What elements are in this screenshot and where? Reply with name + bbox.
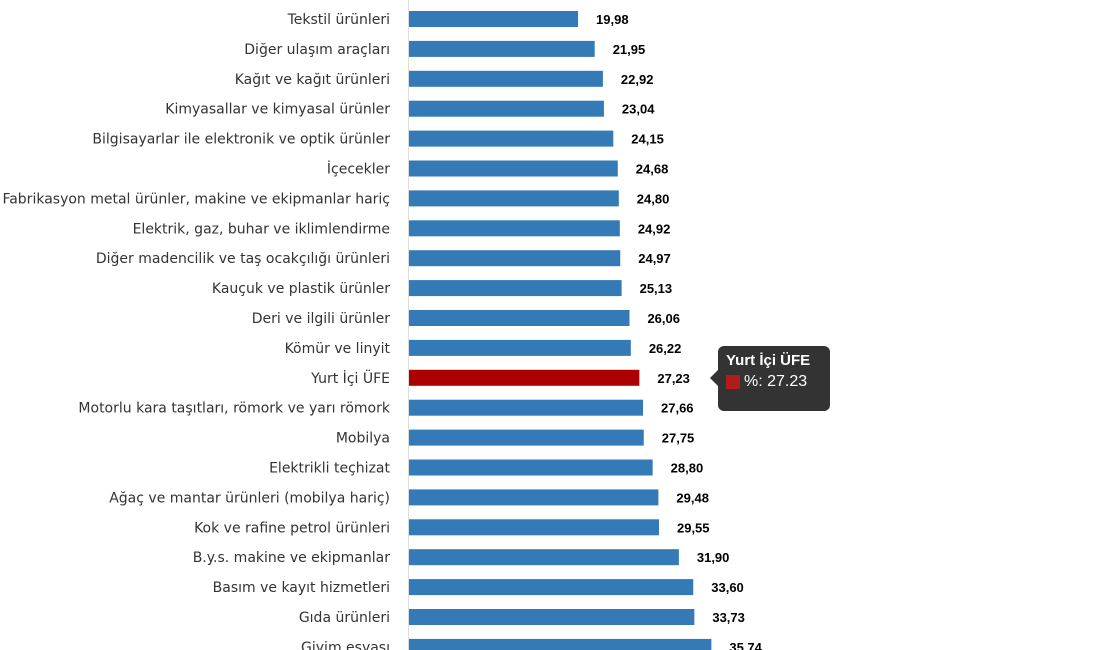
- bar[interactable]: [409, 100, 604, 117]
- bar[interactable]: [409, 579, 694, 596]
- bar[interactable]: [409, 280, 622, 297]
- tooltip-value: %: 27.23: [744, 373, 808, 390]
- data-label: 24,15: [631, 132, 664, 147]
- data-label: 24,97: [638, 251, 671, 266]
- data-label: 26,22: [649, 341, 682, 356]
- bar[interactable]: [409, 70, 603, 87]
- data-label: 27,23: [657, 371, 690, 386]
- bar-highlight[interactable]: [409, 369, 640, 386]
- tooltip: Yurt İçi ÜFE %: 27.23: [710, 346, 830, 411]
- bar[interactable]: [409, 339, 631, 356]
- category-label: Kağıt ve kağıt ürünleri: [235, 72, 390, 88]
- bar[interactable]: [409, 399, 644, 416]
- tooltip-swatch: [726, 375, 740, 389]
- bar[interactable]: [409, 250, 621, 267]
- data-label: 33,60: [711, 580, 744, 595]
- bar[interactable]: [409, 130, 614, 147]
- category-label: Kömür ve linyit: [285, 341, 391, 357]
- data-label: 33,73: [712, 610, 745, 625]
- data-label: 24,80: [637, 191, 670, 206]
- category-label: Diğer ulaşım araçları: [244, 42, 390, 58]
- category-label: Kok ve rafine petrol ürünleri: [194, 520, 390, 536]
- bar[interactable]: [409, 429, 644, 446]
- category-label: Kimyasallar ve kimyasal ürünler: [165, 102, 390, 118]
- data-label: 24,92: [638, 221, 671, 236]
- data-label: 29,48: [676, 490, 709, 505]
- category-label: Motorlu kara taşıtları, römork ve yarı r…: [78, 401, 390, 417]
- bar[interactable]: [409, 549, 679, 566]
- data-label: 35,74: [729, 640, 762, 650]
- category-label: Tekstil ürünleri: [287, 12, 390, 28]
- category-label: Ağaç ve mantar ürünleri (mobilya hariç): [109, 490, 390, 506]
- category-label: Kauçuk ve plastik ürünler: [212, 281, 390, 297]
- bar[interactable]: [409, 489, 659, 506]
- category-label: Diğer madencilik ve taş ocakçılığı ürünl…: [96, 251, 390, 267]
- data-label: 23,04: [622, 102, 655, 117]
- bar[interactable]: [409, 459, 653, 476]
- data-label: 27,75: [662, 431, 695, 446]
- data-label: 22,92: [621, 72, 654, 87]
- category-label: Elektrikli teçhizat: [269, 461, 390, 477]
- data-label: 28,80: [671, 461, 704, 476]
- category-label: Basım ve kayıt hizmetleri: [213, 580, 390, 596]
- bar[interactable]: [409, 160, 618, 177]
- data-label: 31,90: [697, 550, 730, 565]
- data-label: 24,68: [636, 162, 669, 177]
- category-label: Mobilya: [336, 431, 390, 447]
- bar[interactable]: [409, 220, 620, 237]
- category-label: Bilgisayarlar ile elektronik ve optik ür…: [92, 132, 390, 148]
- data-label: 26,06: [647, 311, 680, 326]
- bar[interactable]: [409, 310, 630, 326]
- bar[interactable]: [409, 40, 595, 57]
- category-label: B.y.s. makine ve ekipmanlar: [193, 550, 391, 566]
- category-label: Deri ve ilgili ürünler: [252, 311, 391, 327]
- category-label: Gıda ürünleri: [299, 610, 390, 626]
- bar[interactable]: [409, 11, 579, 27]
- data-label: 25,13: [640, 281, 673, 296]
- category-label: İçecekler: [327, 160, 390, 178]
- category-label: Giyim eşyası: [301, 640, 390, 650]
- data-label: 27,66: [661, 401, 694, 416]
- bar[interactable]: [409, 519, 659, 536]
- bar[interactable]: [409, 638, 712, 650]
- category-label: Yurt İçi ÜFE: [310, 369, 390, 387]
- data-label: 19,98: [596, 12, 629, 27]
- bar[interactable]: [409, 609, 695, 625]
- tooltip-row: %: 27.23: [726, 373, 822, 391]
- bar[interactable]: [409, 190, 619, 207]
- tooltip-title: Yurt İçi ÜFE: [726, 352, 811, 369]
- category-label: Fabrikasyon metal ürünler, makine ve eki…: [2, 191, 390, 207]
- category-label: Elektrik, gaz, buhar ve iklimlendirme: [133, 221, 390, 237]
- data-label: 29,55: [677, 520, 710, 535]
- data-label: 21,95: [613, 42, 646, 57]
